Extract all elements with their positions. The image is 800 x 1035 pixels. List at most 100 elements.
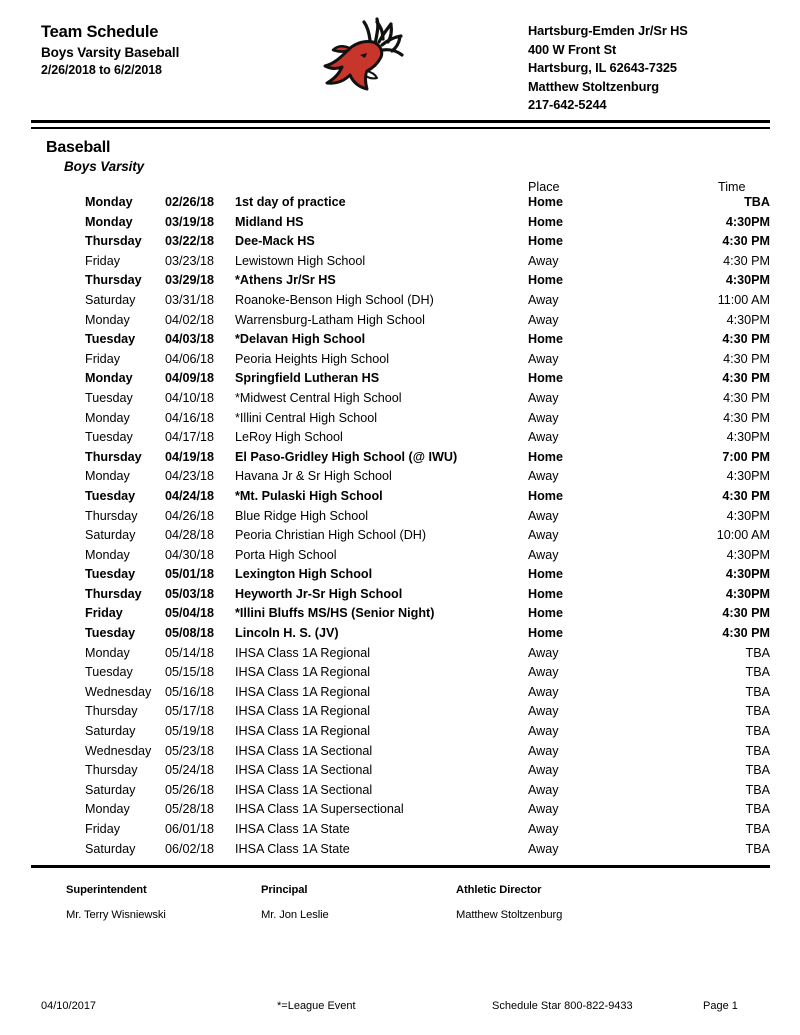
game-time: 4:30PM — [726, 312, 770, 327]
game-time: 4:30PM — [725, 214, 770, 229]
game-place: Away — [528, 724, 559, 739]
game-place: Away — [528, 822, 559, 836]
game-day: Monday — [85, 371, 133, 386]
game-day: Monday — [85, 645, 130, 660]
game-date: 04/24/18 — [165, 488, 215, 503]
table-row: Saturday 06/02/18 IHSA Class 1A State Away T… — [0, 842, 800, 862]
footer-vendor: Schedule Star 800-822-9433 — [492, 1000, 633, 1012]
team-subtitle: Boys Varsity Baseball — [41, 44, 180, 60]
game-opponent: Warrensburg-Latham High School — [235, 312, 425, 327]
game-time: TBA — [745, 841, 771, 856]
game-opponent: LeRoy High School — [235, 430, 343, 445]
game-place: Away — [528, 312, 559, 327]
signature-block: Superintendent Mr. Terry Wisniewski Princi… — [0, 884, 800, 924]
table-row: Monday 04/16/18 *Illini Central High Schoo… — [0, 411, 800, 431]
game-date: 04/16/18 — [165, 410, 215, 425]
game-place: Home — [528, 371, 563, 386]
game-place: Home — [528, 488, 563, 503]
game-opponent: Roanoke-Benson High School (DH) — [235, 292, 434, 307]
game-time: 4:30 PM — [723, 390, 770, 405]
game-place: Away — [528, 253, 559, 268]
game-date: 05/24/18 — [165, 763, 215, 778]
game-time: TBA — [745, 802, 771, 817]
game-place: Away — [528, 547, 559, 562]
table-row: Saturday 03/31/18 Roanoke-Benson High Scho… — [0, 293, 800, 313]
game-time: 4:30 PM — [723, 253, 770, 268]
school-name: Hartsburg-Emden Jr/Sr HS — [528, 23, 688, 38]
game-opponent: IHSA Class 1A Regional — [235, 665, 371, 680]
game-place: Away — [528, 802, 559, 817]
game-time: TBA — [745, 665, 771, 680]
signature-title: Principal — [261, 884, 308, 896]
table-row: Thursday 03/22/18 Dee-Mack HS Home 4:30 PM — [0, 234, 800, 254]
game-date: 04/28/18 — [165, 528, 215, 543]
game-date: 05/28/18 — [165, 802, 215, 817]
game-day: Tuesday — [85, 332, 136, 347]
game-date: 05/26/18 — [165, 782, 215, 797]
table-row: Tuesday 04/10/18 *Midwest Central High Sch… — [0, 391, 800, 411]
table-row: Wednesday 05/23/18 IHSA Class 1A Sectional… — [0, 744, 800, 764]
game-opponent: IHSA Class 1A Supersectional — [235, 802, 404, 817]
game-opponent: *Mt. Pulaski High School — [235, 488, 383, 503]
table-row: Friday 04/06/18 Peoria Heights High School… — [0, 352, 800, 372]
signature-divider — [31, 865, 770, 868]
game-day: Tuesday — [85, 626, 136, 641]
game-date: 04/30/18 — [165, 547, 215, 562]
game-time: 4:30PM — [725, 567, 770, 582]
date-range: 2/26/2018 to 6/2/2018 — [41, 62, 162, 77]
game-day: Thursday — [85, 508, 138, 523]
game-date: 05/14/18 — [165, 645, 215, 660]
table-row: Monday 02/26/18 1st day of practice Home TBA — [0, 195, 800, 215]
game-date: 04/03/18 — [165, 332, 215, 347]
sport-name: Baseball — [46, 139, 111, 156]
game-time: 4:30PM — [726, 508, 770, 523]
game-date: 05/23/18 — [165, 743, 215, 758]
game-opponent: Lexington High School — [235, 567, 373, 582]
table-row: Thursday 04/26/18 Blue Ridge High School Aw… — [0, 509, 800, 529]
game-opponent: IHSA Class 1A Sectional — [235, 743, 373, 758]
game-place: Home — [528, 195, 563, 209]
game-place: Away — [528, 684, 559, 699]
game-time: 4:30 PM — [722, 488, 770, 503]
game-place: Home — [528, 332, 563, 347]
table-row: Friday 06/01/18 IHSA Class 1A State Away TBA — [0, 822, 800, 842]
game-date: 04/17/18 — [165, 430, 215, 445]
game-opponent: IHSA Class 1A Regional — [235, 684, 371, 699]
game-opponent: 1st day of practice — [235, 195, 346, 209]
document-footer: 04/10/2017 *=League Event Schedule Star … — [0, 1000, 800, 1018]
game-opponent: Porta High School — [235, 547, 337, 562]
game-place: Home — [528, 449, 563, 464]
game-time: 4:30PM — [726, 547, 770, 562]
game-day: Tuesday — [85, 665, 133, 680]
game-date: 04/26/18 — [165, 508, 215, 523]
game-date: 04/09/18 — [165, 371, 215, 386]
game-opponent: *Illini Central High School — [235, 410, 378, 425]
school-city-state-zip: Hartsburg, IL 62643-7325 — [528, 60, 677, 76]
game-place: Away — [528, 665, 559, 680]
game-time: 4:30 PM — [722, 332, 770, 347]
table-row: Tuesday 04/17/18 LeRoy High School Away 4:30… — [0, 430, 800, 450]
game-time: 4:30 PM — [722, 626, 770, 641]
signature-entry: Athletic Director Matthew Stoltzenburg — [456, 884, 562, 921]
game-place: Away — [528, 390, 559, 405]
game-place: Home — [528, 234, 563, 249]
game-date: 06/02/18 — [165, 841, 215, 856]
game-day: Thursday — [85, 704, 138, 719]
game-day: Friday — [85, 822, 120, 836]
table-row: Monday 05/14/18 IHSA Class 1A Regional Away… — [0, 646, 800, 666]
game-time: TBA — [745, 782, 771, 797]
game-time: 4:30 PM — [723, 351, 770, 366]
game-opponent: Peoria Christian High School (DH) — [235, 528, 427, 543]
game-place: Home — [528, 606, 563, 621]
table-row: Saturday 05/19/18 IHSA Class 1A Regional Aw… — [0, 724, 800, 744]
table-row: Tuesday 05/01/18 Lexington High School Home… — [0, 567, 800, 587]
header-left-block: Team Schedule Boys Varsity Baseball 2/26… — [41, 22, 179, 78]
table-row: Thursday 03/29/18 *Athens Jr/Sr HS Home 4:30… — [0, 273, 800, 293]
header-divider-bottom — [31, 127, 770, 129]
table-row: Monday 04/30/18 Porta High School Away 4:30P… — [0, 548, 800, 568]
table-row: Saturday 05/26/18 IHSA Class 1A Sectional A… — [0, 783, 800, 803]
game-time: 7:00 PM — [722, 449, 770, 464]
game-day: Monday — [85, 214, 133, 229]
signature-name: Matthew Stoltzenburg — [456, 909, 563, 921]
game-day: Tuesday — [85, 430, 133, 445]
